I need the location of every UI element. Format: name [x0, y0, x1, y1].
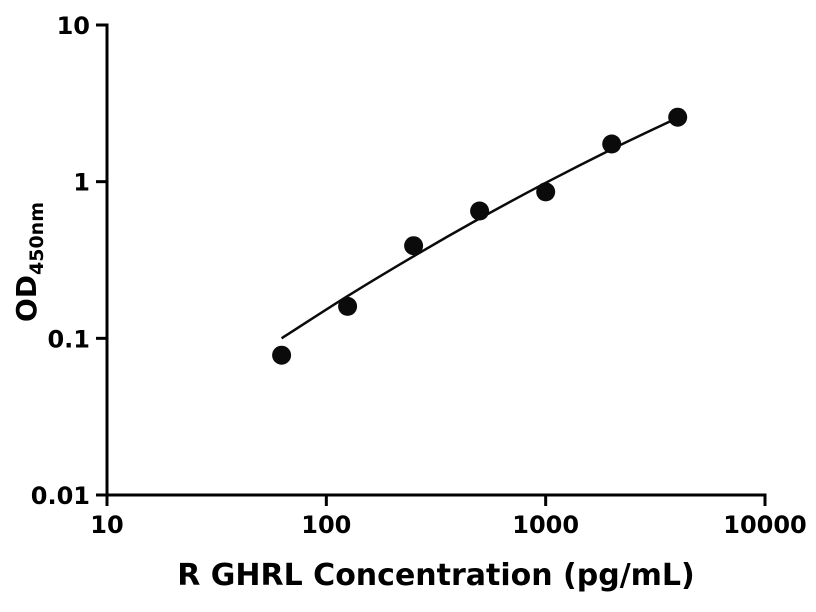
x-tick-label: 1000	[512, 511, 579, 539]
x-tick-label: 10000	[723, 511, 807, 539]
y-tick-label: 10	[57, 12, 90, 40]
axes-frame	[105, 23, 767, 497]
x-tick-label: 100	[301, 511, 351, 539]
data-point	[536, 182, 556, 202]
y-axis-title-main: OD	[10, 275, 43, 322]
y-tick-label: 0.01	[31, 482, 90, 510]
data-point	[404, 236, 424, 256]
data-point	[338, 296, 358, 316]
data-point	[602, 134, 622, 154]
y-tick-label: 1	[73, 169, 90, 197]
y-axis-title: OD450nm	[10, 202, 48, 322]
x-tick-label: 10	[90, 511, 123, 539]
data-point	[470, 201, 490, 221]
data-point	[272, 345, 292, 365]
y-tick-label: 0.1	[47, 325, 90, 353]
y-axis-title-subscript: 450nm	[26, 202, 48, 275]
x-axis-title: R GHRL Concentration (pg/mL)	[177, 558, 695, 593]
data-point	[668, 107, 688, 127]
